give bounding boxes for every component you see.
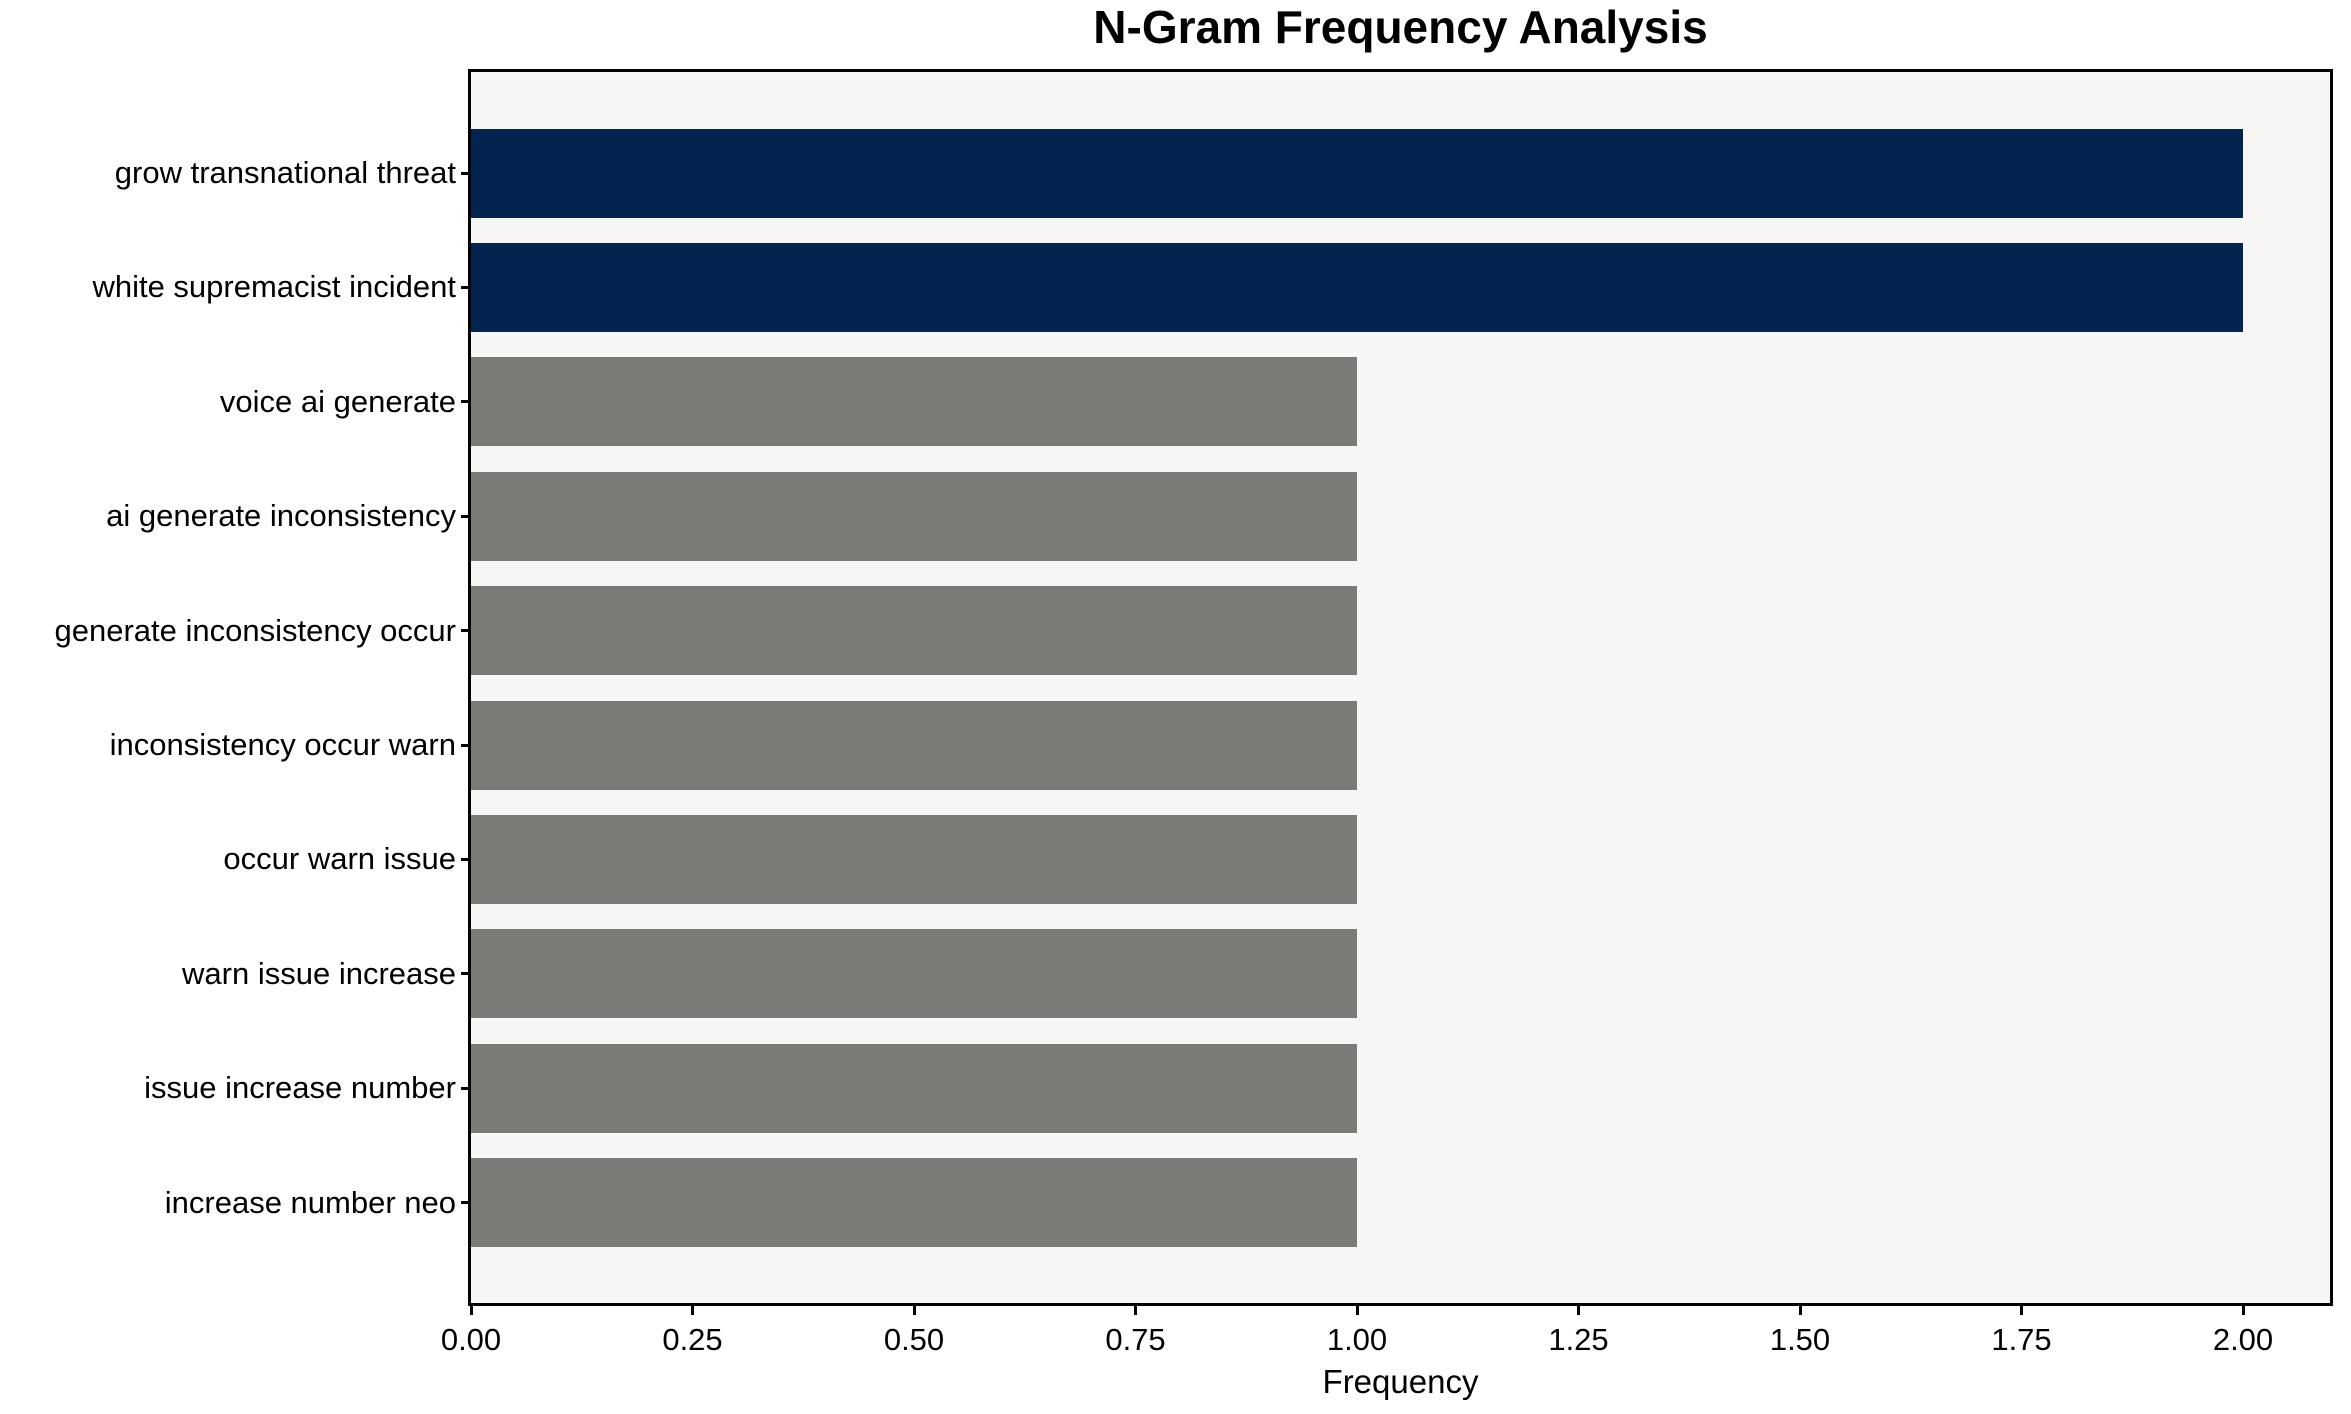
x-tick-label-1.25: 1.25 [1548, 1322, 1609, 1357]
bar-warn-issue-increase [471, 929, 1357, 1019]
bar-generate-inconsistency-occur [471, 586, 1357, 676]
y-tick-label-voice-ai-generate: voice ai generate [219, 383, 456, 419]
x-tick-mark [1355, 1303, 1359, 1315]
y-tick-mark [461, 514, 471, 518]
bar-inconsistency-occur-warn [471, 700, 1357, 790]
x-tick-mark [912, 1303, 916, 1315]
bar-occur-warn-issue [471, 814, 1357, 904]
bar-ai-generate-inconsistency [471, 471, 1357, 561]
y-tick-label-ai-generate-inconsistency: ai generate inconsistency [106, 498, 456, 534]
y-tick-label-white-supremacist-incident: white supremacist incident [92, 269, 456, 305]
bar-increase-number-neo [471, 1158, 1357, 1248]
x-tick-mark [469, 1303, 473, 1315]
x-tick-mark [2241, 1303, 2245, 1315]
plot-area [468, 69, 2333, 1306]
x-tick-label-1.00: 1.00 [1326, 1322, 1388, 1357]
y-tick-mark [461, 1201, 471, 1205]
x-axis-title: Frequency [1322, 1363, 1479, 1400]
y-tick-mark [461, 1086, 471, 1090]
y-tick-label-occur-warn-issue: occur warn issue [223, 841, 456, 877]
x-tick-label-0.25: 0.25 [662, 1322, 723, 1357]
x-tick-label-1.50: 1.50 [1769, 1322, 1831, 1357]
y-tick-label-warn-issue-increase: warn issue increase [182, 955, 456, 991]
x-tick-label-0.00: 0.00 [440, 1322, 502, 1357]
chart-title: N-Gram Frequency Analysis [1093, 1, 1708, 53]
y-tick-label-grow-transnational-threat: grow transnational threat [114, 155, 456, 190]
x-tick-mark [691, 1303, 694, 1315]
y-tick-mark [461, 743, 471, 747]
x-tick-mark [1798, 1303, 1802, 1315]
y-tick-mark [461, 972, 471, 976]
y-tick-mark [461, 285, 471, 289]
x-tick-label-1.75: 1.75 [1991, 1322, 2052, 1357]
y-tick-mark [461, 857, 471, 861]
bar-grow-transnational-threat [471, 128, 2243, 218]
y-tick-label-inconsistency-occur-warn: inconsistency occur warn [109, 727, 456, 762]
bar-issue-increase-number [471, 1043, 1357, 1133]
x-tick-mark [2020, 1303, 2023, 1315]
bar-voice-ai-generate [471, 357, 1357, 447]
y-tick-mark [461, 629, 471, 633]
y-tick-mark [461, 171, 471, 175]
bar-white-supremacist-incident [471, 242, 2243, 332]
x-tick-label-2.00: 2.00 [2212, 1322, 2274, 1357]
y-tick-label-increase-number-neo: increase number neo [164, 1184, 456, 1220]
x-tick-mark [1577, 1303, 1580, 1315]
x-tick-label-0.75: 0.75 [1105, 1322, 1166, 1357]
y-tick-label-issue-increase-number: issue increase number [144, 1070, 456, 1106]
x-tick-mark [1134, 1303, 1137, 1315]
x-tick-label-0.50: 0.50 [883, 1322, 945, 1357]
y-tick-mark [461, 400, 471, 404]
y-tick-label-generate-inconsistency-occur: generate inconsistency occur [54, 612, 456, 648]
